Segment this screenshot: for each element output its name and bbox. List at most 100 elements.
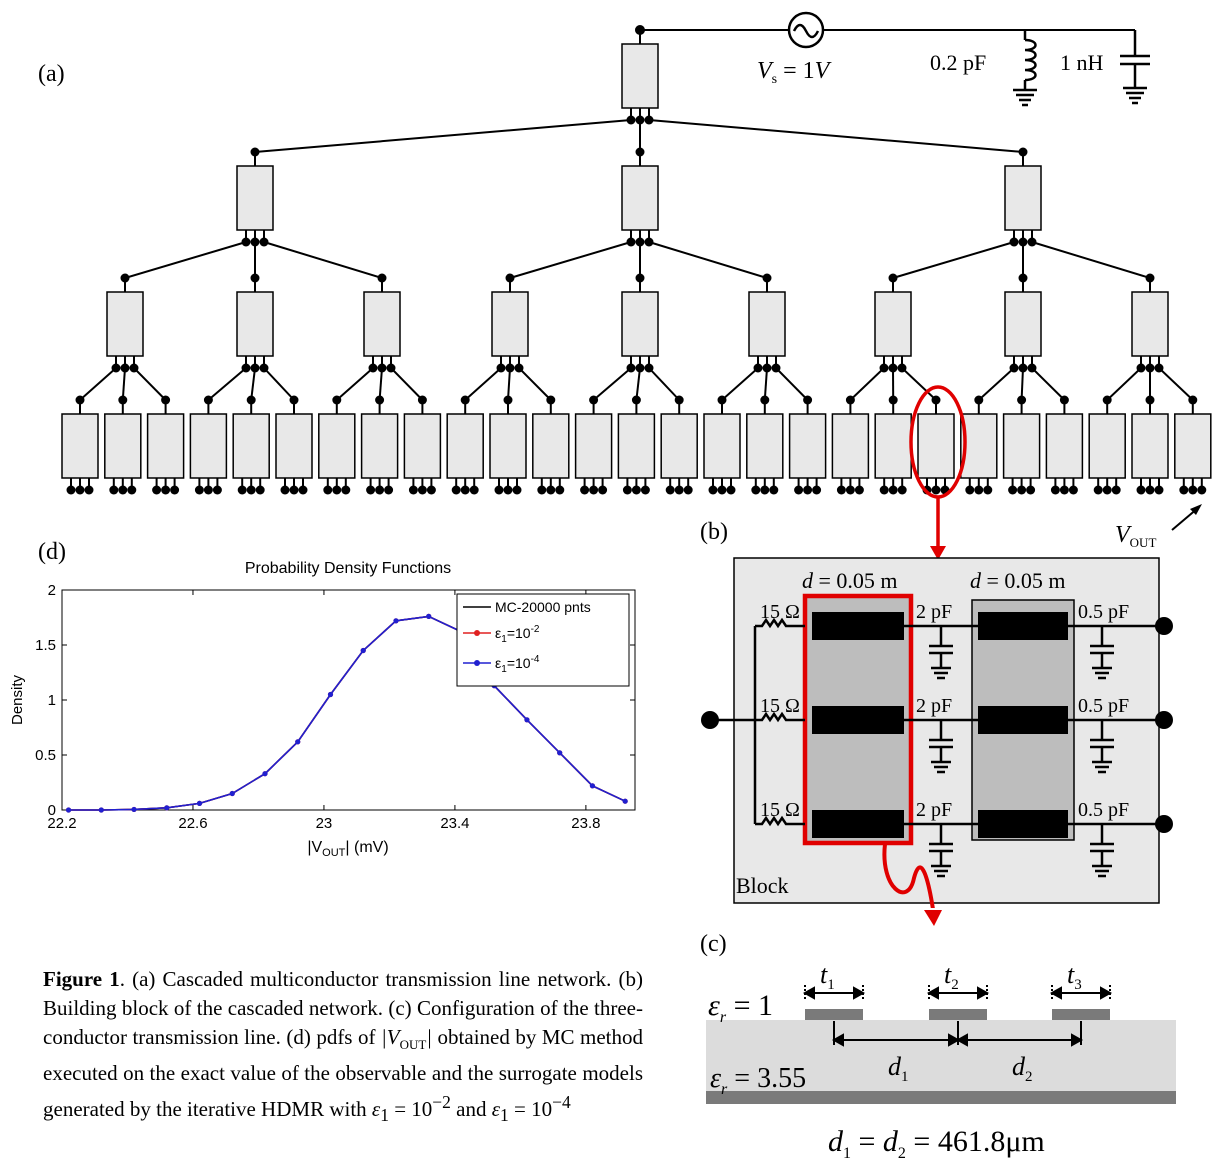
chart-title: Probability Density Functions bbox=[245, 560, 451, 577]
series-point bbox=[622, 798, 628, 804]
tree-block-leaf bbox=[874, 413, 912, 495]
block-output-node bbox=[1155, 711, 1173, 729]
panel-label-a: (a) bbox=[38, 61, 65, 87]
conductor-1 bbox=[805, 1009, 863, 1020]
tree-block-leaf bbox=[788, 413, 827, 495]
conductor-2 bbox=[929, 1009, 987, 1020]
source-ind-label: 1 nH bbox=[1060, 50, 1104, 75]
block-title: Block bbox=[736, 873, 789, 898]
tree-block-l2 bbox=[363, 291, 401, 373]
tree-block-l1 bbox=[1004, 165, 1042, 247]
zoom-arrow bbox=[882, 843, 935, 908]
tree-block-leaf bbox=[61, 413, 99, 495]
vout-label: VOUT bbox=[1115, 522, 1156, 550]
tree-block-l2 bbox=[1004, 291, 1042, 373]
capacitor-label: 2 pF bbox=[916, 695, 952, 717]
svg-text:d1 = d2 = 461.8μm: d1 = d2 = 461.8μm bbox=[828, 1125, 1045, 1162]
shunt-capacitor bbox=[1090, 626, 1114, 680]
source-voltage-label: Vs = 1V bbox=[757, 58, 832, 87]
capacitor-label: 0.5 pF bbox=[1078, 799, 1129, 821]
tree-block-leaf bbox=[318, 413, 356, 495]
legend-item-eps2: ε1=10-2 bbox=[495, 624, 540, 645]
series-point bbox=[196, 800, 203, 806]
capacitor-label: 2 pF bbox=[916, 601, 952, 623]
series-point bbox=[393, 618, 399, 624]
y-tick-label: 0.5 bbox=[35, 747, 56, 764]
y-axis-label: Density bbox=[9, 674, 26, 725]
tree-block-leaf bbox=[1174, 413, 1212, 495]
cascaded-network-diagram: Vs = 1V 0.2 pF 1 nH VOUT bbox=[61, 11, 1212, 560]
resistor-label: 15 Ω bbox=[760, 695, 800, 717]
series-point bbox=[557, 750, 563, 756]
capacitor-label: 0.5 pF bbox=[1078, 601, 1129, 623]
selected-block-highlight bbox=[909, 385, 967, 499]
x-tick-label: 23.8 bbox=[571, 815, 600, 832]
tree-block-leaf bbox=[360, 413, 399, 495]
x-axis-label: |VOUT| (mV) bbox=[307, 839, 388, 859]
tree-block-leaf bbox=[532, 413, 570, 495]
y-tick-label: 0 bbox=[48, 802, 56, 819]
conductor-3 bbox=[1052, 1009, 1110, 1020]
substrate bbox=[706, 1020, 1176, 1100]
chart-legend: MC-20000 pnts ε1=10-2 ε1=10-4 bbox=[456, 593, 630, 687]
tree-block-leaf bbox=[1045, 413, 1084, 495]
tree-block-leaf bbox=[403, 413, 442, 495]
tree-block-l2 bbox=[874, 291, 912, 373]
panel-label-d: (d) bbox=[38, 539, 66, 565]
tree-block-l2 bbox=[491, 291, 529, 373]
conductor-bar bbox=[978, 706, 1068, 734]
x-tick-label: 22.6 bbox=[178, 815, 207, 832]
tree-block-leaf bbox=[574, 413, 613, 495]
series-point bbox=[262, 771, 268, 777]
tree-block-l2 bbox=[236, 291, 274, 373]
series-line-2 bbox=[68, 615, 626, 811]
tree-block-leaf bbox=[275, 413, 313, 495]
svg-text:t1: t1 bbox=[820, 960, 835, 993]
tree-block-leaf bbox=[446, 413, 484, 495]
tree-block-l2 bbox=[748, 291, 786, 373]
svg-text:t3: t3 bbox=[1067, 960, 1082, 993]
zoom-arrowhead bbox=[924, 910, 942, 926]
tree-block-leaf bbox=[746, 413, 784, 495]
capacitor-label: 0.5 pF bbox=[1078, 695, 1129, 717]
tree-block-leaf bbox=[104, 413, 142, 495]
conductor-bar bbox=[812, 706, 904, 734]
x-tick-label: 23.4 bbox=[440, 815, 469, 832]
x-tick-label: 22.2 bbox=[47, 815, 76, 832]
shunt-capacitor bbox=[929, 626, 953, 680]
resistor-label: 15 Ω bbox=[760, 601, 800, 623]
panel-label-c: (c) bbox=[700, 931, 727, 957]
shunt-capacitor bbox=[1090, 824, 1114, 878]
series-point bbox=[524, 717, 530, 723]
cross-section-diagram: t1 t2 t3 d1 d2 εr = 1 εr = 3.55 d1 = d2 … bbox=[706, 960, 1176, 1162]
tree-block-leaf bbox=[232, 413, 270, 495]
tree-block-leaf bbox=[146, 413, 185, 495]
panel-label-b: (b) bbox=[700, 519, 728, 545]
conductor-bar bbox=[812, 612, 904, 640]
tree-block-l1 bbox=[621, 165, 659, 247]
series-point bbox=[131, 806, 137, 813]
tree-block-leaf bbox=[189, 413, 228, 495]
inductor-symbol bbox=[1013, 30, 1037, 107]
figure-caption: Figure 1. (a) Cascaded multiconductor tr… bbox=[43, 967, 643, 1126]
series-point bbox=[589, 783, 596, 789]
tree-block-leaf bbox=[917, 413, 955, 495]
tree-block-l2 bbox=[621, 291, 659, 373]
tree-block-leaf bbox=[489, 413, 527, 495]
tree-block-leaf bbox=[1002, 413, 1041, 495]
voltage-source bbox=[635, 11, 1135, 49]
tree-block-leaf bbox=[703, 413, 741, 495]
shunt-capacitor bbox=[929, 720, 953, 774]
y-tick-label: 1.5 bbox=[35, 637, 56, 654]
series-point bbox=[360, 647, 366, 654]
pdf-chart: Probability Density Functions 22.2 22.6 23… bbox=[9, 560, 636, 859]
series-point bbox=[426, 613, 432, 619]
tree-block-l1 bbox=[236, 165, 274, 247]
legend-item-mc: MC-20000 pnts bbox=[495, 599, 591, 615]
tree-block-root bbox=[621, 43, 659, 125]
ground-plane bbox=[706, 1091, 1176, 1104]
conductor-bar bbox=[812, 810, 904, 838]
series-point bbox=[327, 691, 334, 698]
tree-block-leaf bbox=[617, 413, 656, 495]
block-input-node bbox=[701, 711, 719, 729]
